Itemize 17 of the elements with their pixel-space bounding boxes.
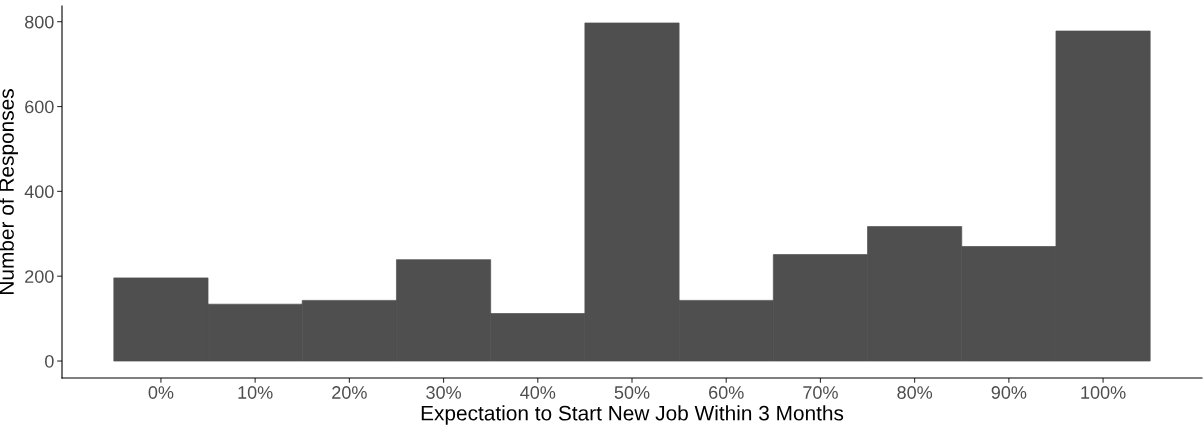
x-tick-label: 90% [991, 386, 1027, 399]
x-tick-label: 40% [520, 386, 556, 399]
y-tick-label: 800 [25, 15, 54, 29]
y-tick-label: 400 [24, 185, 54, 199]
x-tick-label: 0% [148, 386, 174, 399]
x-tick-label: 70% [803, 386, 838, 399]
y-tick-label: 0 [45, 354, 54, 368]
y-tick-label: 200 [25, 270, 54, 283]
x-tick-label: 50% [614, 386, 650, 399]
x-tick-label: 30% [426, 386, 461, 399]
x-tick-label: 20% [332, 386, 367, 399]
x-tick-label: 100% [1081, 386, 1126, 399]
y-tick-label: 600 [25, 100, 54, 114]
x-axis-title: Expectation to Start New Job Within 3 Months [421, 405, 844, 425]
x-tick-label: 80% [897, 386, 933, 399]
x-tick-label: 60% [709, 386, 744, 399]
x-tick-label: 10% [238, 386, 273, 399]
